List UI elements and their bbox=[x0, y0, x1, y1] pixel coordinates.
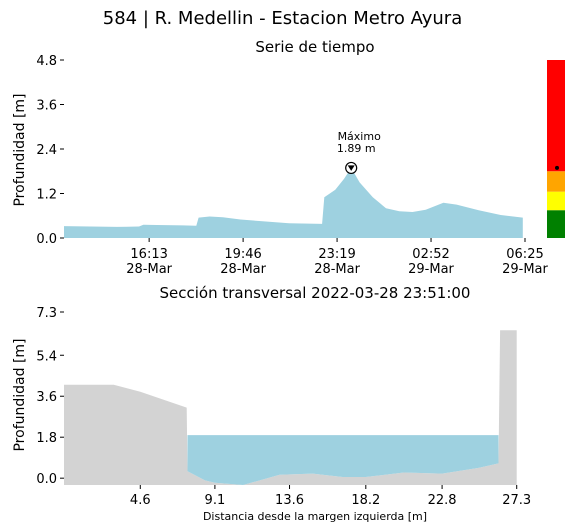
y-tick-label: 7.3 bbox=[36, 306, 57, 321]
x-tick-label: 9.1 bbox=[205, 493, 226, 508]
page-title: 584 | R. Medellin - Estacion Metro Ayura bbox=[102, 8, 463, 29]
depth-series-area bbox=[64, 167, 523, 238]
level-band bbox=[547, 60, 565, 172]
level-band bbox=[547, 171, 565, 192]
cross-section-title: Sección transversal 2022-03-28 23:51:00 bbox=[160, 284, 471, 302]
x-tick-label: 27.3 bbox=[502, 493, 531, 508]
y-tick-label: 2.4 bbox=[36, 143, 57, 158]
timeseries-title: Serie de tiempo bbox=[255, 38, 374, 56]
cross-section-chart: Sección transversal 2022-03-28 23:51:00 … bbox=[12, 284, 531, 523]
max-value-label: 1.89 m bbox=[337, 142, 376, 155]
timeseries-chart: Serie de tiempo Profundidad [m] 0.0 1.2 2.… bbox=[12, 38, 565, 277]
x-tick-date: 29-Mar bbox=[502, 262, 548, 277]
level-marker-dot bbox=[555, 165, 559, 170]
timeseries-ylabel: Profundidad [m] bbox=[12, 93, 28, 206]
x-tick-time: 23:19 bbox=[318, 247, 355, 262]
cross-section-ylabel: Profundidad [m] bbox=[12, 338, 28, 451]
max-label: Máximo bbox=[338, 130, 382, 143]
x-tick-time: 16:13 bbox=[130, 247, 167, 262]
y-tick-label: 0.0 bbox=[36, 232, 57, 247]
y-tick-label: 3.6 bbox=[36, 390, 57, 405]
y-tick-label: 1.8 bbox=[36, 431, 57, 446]
x-tick-time: 19:46 bbox=[224, 247, 261, 262]
x-tick-date: 28-Mar bbox=[126, 262, 172, 277]
cross-section-xlabel: Distancia desde la margen izquierda [m] bbox=[203, 510, 427, 523]
y-tick-label: 5.4 bbox=[36, 349, 57, 364]
water-area bbox=[187, 435, 499, 485]
x-tick-time: 02:52 bbox=[412, 247, 449, 262]
x-tick-time: 06:25 bbox=[506, 247, 543, 262]
x-tick-label: 4.6 bbox=[130, 493, 151, 508]
max-marker-triangle-icon bbox=[347, 165, 355, 171]
level-band bbox=[547, 191, 565, 211]
x-tick-label: 13.6 bbox=[275, 493, 304, 508]
x-tick-date: 28-Mar bbox=[314, 262, 360, 277]
y-tick-label: 3.6 bbox=[36, 99, 57, 114]
x-tick-label: 18.2 bbox=[351, 493, 380, 508]
riverbank-area bbox=[64, 330, 517, 485]
x-tick-date: 28-Mar bbox=[220, 262, 266, 277]
x-tick-label: 22.8 bbox=[428, 493, 457, 508]
y-tick-label: 1.2 bbox=[36, 188, 57, 203]
x-tick-date: 29-Mar bbox=[408, 262, 454, 277]
y-tick-label: 0.0 bbox=[36, 472, 57, 487]
level-band bbox=[547, 210, 565, 238]
y-tick-label: 4.8 bbox=[36, 54, 57, 69]
